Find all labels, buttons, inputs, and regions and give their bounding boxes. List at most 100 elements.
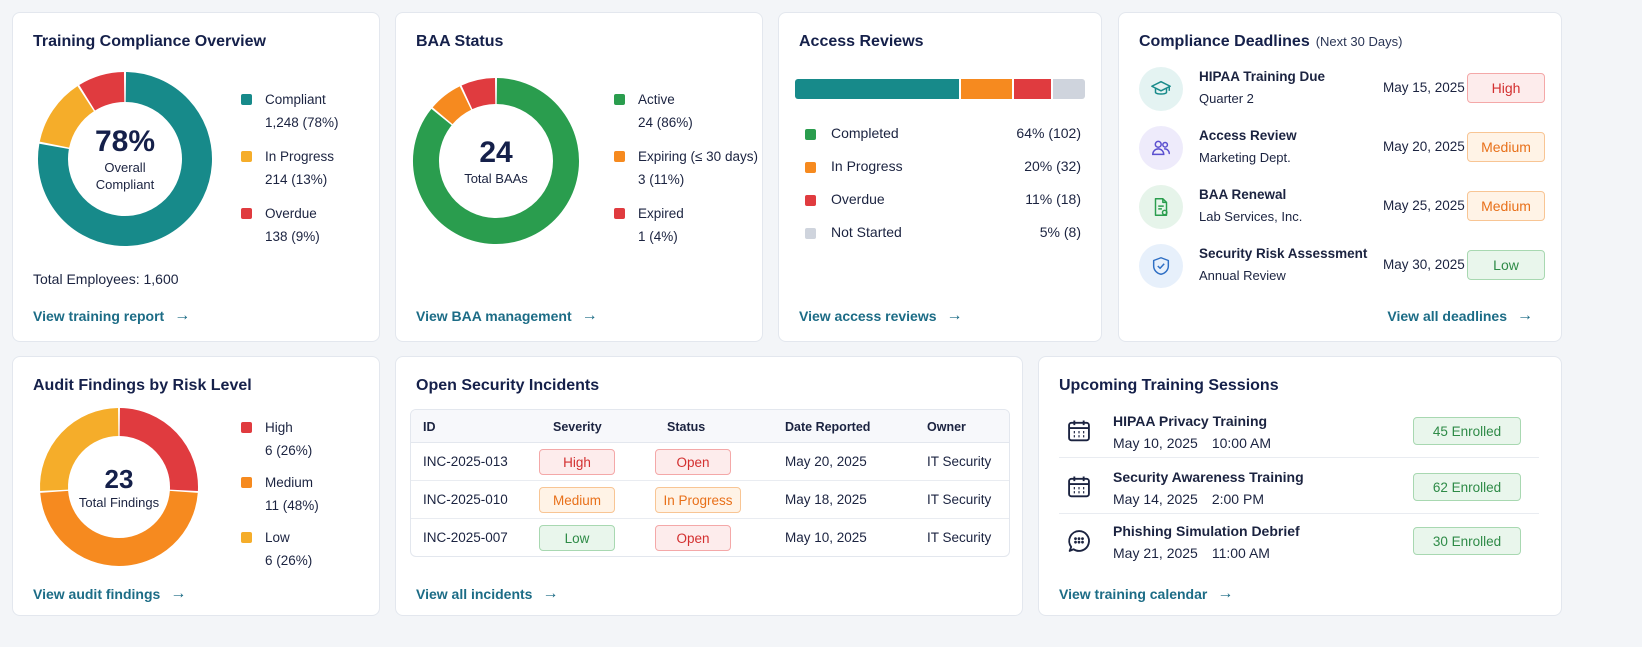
training-donut: 78% Overall Compliant (37, 71, 213, 247)
session-date: May 14, 2025 (1113, 491, 1198, 507)
link-label: View access reviews (799, 308, 937, 324)
legend-label: Active (638, 92, 675, 107)
donut-slice-overdue (79, 72, 125, 111)
legend-label: Low (265, 530, 290, 545)
link-label: View all incidents (416, 586, 533, 602)
training-donut-chart (38, 72, 212, 246)
view-training-calendar-link[interactable]: View training calendar → (1059, 585, 1233, 603)
session-date: May 21, 2025 (1113, 545, 1198, 561)
view-training-report-link[interactable]: View training report → (33, 307, 190, 325)
training-session-item[interactable]: Phishing Simulation Debrief May 21, 2025… (1059, 521, 1539, 573)
legend-value: 24 (86%) (638, 115, 693, 130)
legend-swatch (614, 208, 625, 219)
arrow-right-icon: → (170, 585, 187, 602)
deadline-item[interactable]: BAA Renewal Lab Services, Inc. May 25, 2… (1139, 183, 1545, 231)
access-row-value: 20% (32) (1024, 158, 1081, 174)
deadline-date: May 30, 2025 (1383, 257, 1465, 272)
divider (1059, 457, 1539, 458)
sessions-card-title: Upcoming Training Sessions (1059, 377, 1279, 394)
legend-value: 214 (13%) (265, 172, 328, 187)
legend-swatch (241, 208, 252, 219)
severity-badge: Low (539, 525, 615, 551)
legend-label: Compliant (265, 92, 326, 107)
deadlines-card-title: Compliance Deadlines (Next 30 Days) (1139, 33, 1402, 51)
bar-segment-completed (795, 79, 959, 99)
compliance-deadlines-card: Compliance Deadlines (Next 30 Days) HIPAA… (1118, 12, 1562, 342)
training-card-title: Training Compliance Overview (33, 33, 266, 50)
table-row[interactable]: INC-2025-007 Low Open May 10, 2025 IT Se… (411, 519, 1009, 556)
deadline-item[interactable]: Access Review Marketing Dept. May 20, 20… (1139, 124, 1545, 172)
legend-swatch (614, 94, 625, 105)
baa-card-title: BAA Status (416, 33, 504, 50)
incident-date: May 10, 2025 (785, 530, 867, 545)
training-sessions-card: Upcoming Training Sessions HIPAA Privacy… (1038, 356, 1562, 616)
legend-item-in-progress: In Progress 214 (13%) (241, 148, 339, 189)
baa-center-value: 24 (479, 135, 513, 169)
access-review-rows: Completed 64% (102) In Progress 20% (32)… (805, 125, 1081, 257)
status-badge: In Progress (655, 487, 741, 513)
table-row[interactable]: INC-2025-013 High Open May 20, 2025 IT S… (411, 443, 1009, 481)
table-row[interactable]: INC-2025-010 Medium In Progress May 18, … (411, 481, 1009, 519)
phishing-chat-icon (1065, 527, 1095, 557)
incident-id: INC-2025-007 (423, 530, 508, 545)
severity-badge: Medium (539, 487, 615, 513)
audit-card-title: Audit Findings by Risk Level (33, 377, 252, 394)
audit-findings-card: Audit Findings by Risk Level 23 Total Fi… (12, 356, 380, 616)
session-title: HIPAA Privacy Training (1113, 413, 1268, 429)
training-legend: Compliant 1,248 (78%) In Progress 214 (1… (241, 91, 339, 262)
legend-swatch (805, 162, 816, 173)
session-datetime: May 14, 2025 2:00 PM (1113, 491, 1264, 507)
donut-slice-compliant (38, 72, 212, 246)
legend-label: Expired (638, 206, 684, 221)
arrow-right-icon: → (174, 307, 191, 324)
deadline-title: HIPAA Training Due (1199, 69, 1326, 84)
session-datetime: May 21, 2025 11:00 AM (1113, 545, 1270, 561)
legend-value: 3 (11%) (638, 172, 685, 187)
incident-date: May 18, 2025 (785, 492, 867, 507)
access-row-not-started: Not Started 5% (8) (805, 224, 1081, 257)
view-all-incidents-link[interactable]: View all incidents → (416, 585, 558, 603)
deadline-item[interactable]: HIPAA Training Due Quarter 2 May 15, 202… (1139, 65, 1545, 113)
legend-label: Overdue (265, 206, 317, 221)
calendar-icon (1065, 473, 1095, 503)
view-audit-findings-link[interactable]: View audit findings → (33, 585, 186, 603)
incident-date: May 20, 2025 (785, 454, 867, 469)
audit-center-label: Total Findings (78, 494, 160, 510)
view-access-reviews-link[interactable]: View access reviews → (799, 307, 963, 325)
training-center-label: Overall Compliant (95, 160, 155, 192)
col-header-owner: Owner (927, 420, 966, 434)
deadline-subtitle: Quarter 2 (1199, 91, 1254, 106)
priority-badge: High (1467, 73, 1545, 103)
link-label: View audit findings (33, 586, 161, 602)
legend-label: Medium (265, 475, 314, 490)
total-employees: Total Employees: 1,600 (33, 271, 179, 287)
training-session-item[interactable]: Security Awareness Training May 14, 2025… (1059, 467, 1539, 519)
incident-id: INC-2025-013 (423, 454, 508, 469)
view-all-deadlines-link[interactable]: View all deadlines → (1387, 307, 1533, 325)
training-session-item[interactable]: HIPAA Privacy Training May 10, 2025 10:00… (1059, 411, 1539, 463)
legend-item-low: Low 6 (26%) (241, 529, 319, 570)
link-label: View all deadlines (1387, 308, 1507, 324)
bar-segment-overdue (1014, 79, 1051, 99)
status-badge: Open (655, 525, 731, 551)
calendar-icon (1065, 417, 1095, 447)
baa-donut: 24 Total BAAs (412, 77, 580, 245)
bar-segment-not-started (1053, 79, 1085, 99)
status-badge: Open (655, 449, 731, 475)
deadline-item[interactable]: Security Risk Assessment Annual Review M… (1139, 242, 1545, 290)
incident-owner: IT Security (927, 454, 992, 469)
legend-label: High (265, 420, 293, 435)
donut-slice-active (413, 78, 579, 244)
session-title: Security Awareness Training (1113, 469, 1304, 485)
arrow-right-icon: → (542, 585, 559, 602)
security-incidents-card: Open Security Incidents ID Severity Stat… (395, 356, 1023, 616)
legend-swatch (241, 94, 252, 105)
legend-value: 6 (26%) (265, 443, 313, 458)
incident-id: INC-2025-010 (423, 492, 508, 507)
view-baa-management-link[interactable]: View BAA management → (416, 307, 598, 325)
legend-label: Expiring (≤ 30 days) (638, 149, 758, 164)
legend-item-active: Active 24 (86%) (614, 91, 758, 132)
legend-swatch (241, 422, 252, 433)
access-row-label: Overdue (831, 191, 885, 207)
legend-value: 11 (48%) (265, 498, 319, 513)
